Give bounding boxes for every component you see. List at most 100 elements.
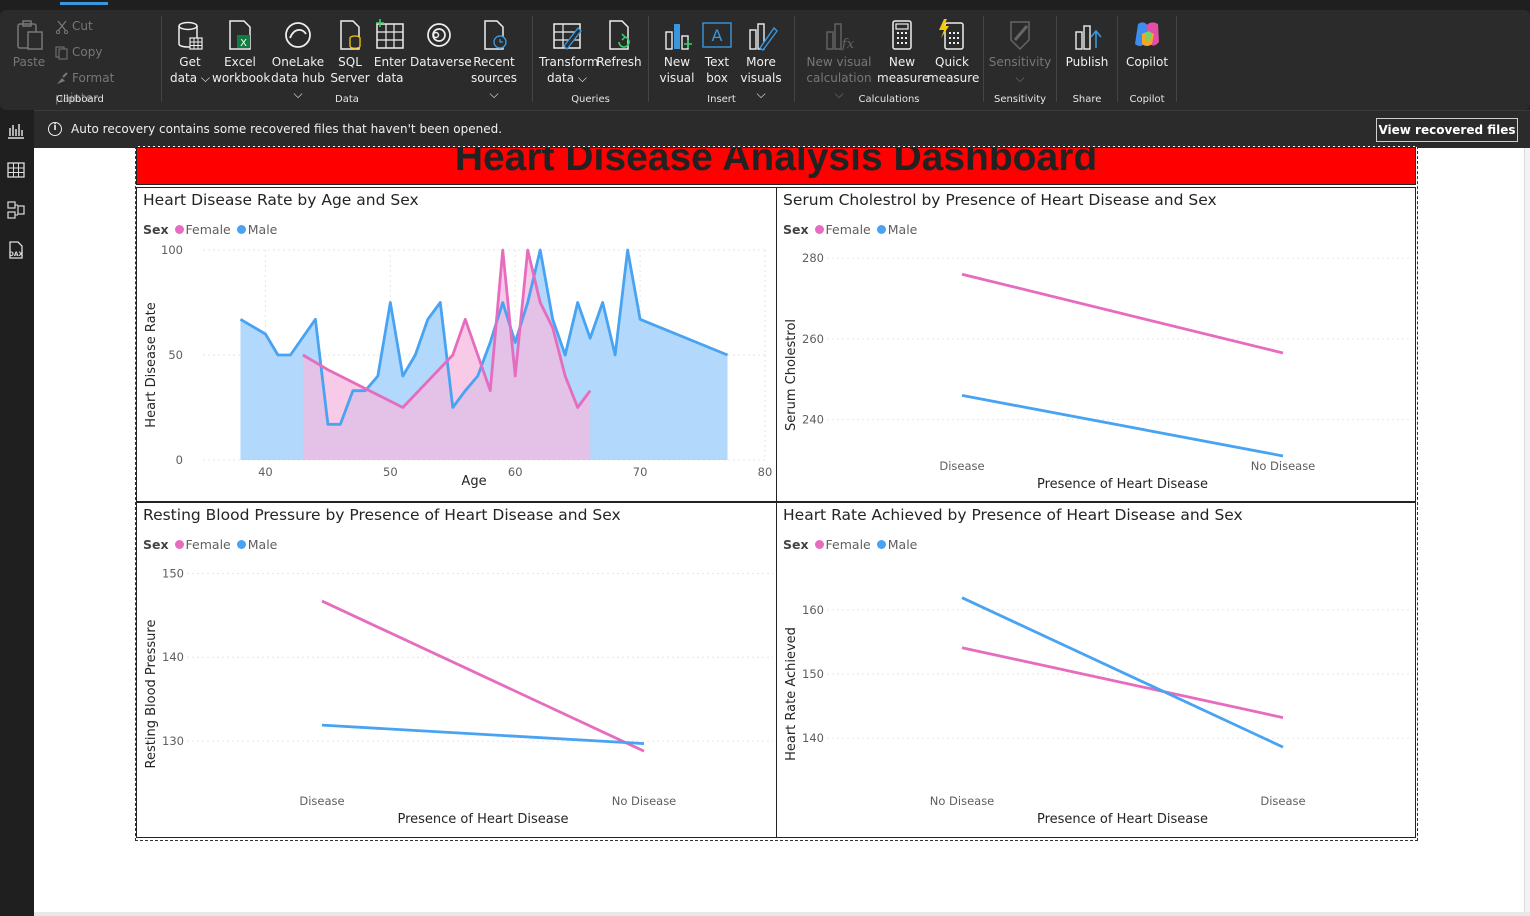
series-line-male — [961, 394, 1284, 458]
series-line-female — [321, 599, 645, 753]
more-visuals-label-1: More — [746, 55, 776, 69]
copilot-group-label: Copilot — [1129, 94, 1165, 105]
legend-dot-female — [814, 225, 824, 234]
transform-data-button[interactable]: Transform data ⌵ — [539, 18, 599, 86]
calculator-icon — [892, 20, 912, 50]
y-axis-title: Heart Rate Achieved — [784, 627, 799, 761]
y-tick-label: 140 — [802, 731, 824, 745]
legend-dot-female — [174, 225, 184, 234]
legend-item-female[interactable]: Female — [174, 537, 231, 552]
heart-rate-achieved-chart[interactable]: Heart Rate Achieved by Presence of Heart… — [776, 502, 1416, 838]
dataverse-button[interactable]: Dataverse — [410, 18, 472, 70]
x-axis-title: Presence of Heart Disease — [397, 812, 568, 827]
serum-cholesterol-chart[interactable]: Serum Cholestrol by Presence of Heart Di… — [776, 187, 1416, 502]
insert-group: New visual A Text box More visuals ⌵ Insert — [649, 10, 794, 110]
paste-icon — [17, 20, 43, 50]
page-tabs-strip — [34, 912, 1530, 916]
paste-button[interactable]: Paste — [8, 18, 50, 70]
legend-item-female[interactable]: Female — [814, 222, 871, 237]
chart-legend: Sex Female Male — [143, 222, 283, 237]
excel-workbook-button[interactable]: X Excel workbook — [212, 18, 270, 86]
calculations-group: fx New visual calculation ⌵ New measure Qu… — [795, 10, 983, 110]
more-visuals-button[interactable]: More visuals ⌵ — [737, 18, 785, 102]
y-tick-label: 0 — [176, 453, 183, 467]
resting-blood-pressure-chart[interactable]: Resting Blood Pressure by Presence of He… — [136, 502, 777, 838]
transform-data-label-2: data ⌵ — [547, 71, 587, 85]
legend-dot-male — [236, 540, 246, 549]
more-visuals-label-2: visuals ⌵ — [740, 71, 782, 101]
legend-title: Sex — [783, 222, 809, 237]
sensitivity-button[interactable]: Sensitivity ⌵ — [988, 18, 1052, 86]
new-visual-button[interactable]: New visual — [657, 18, 697, 86]
quick-measure-label-2: measure — [927, 71, 980, 85]
legend-item-female[interactable]: Female — [174, 222, 231, 237]
new-visual-calculation-button[interactable]: fx New visual calculation ⌵ — [801, 18, 877, 102]
ribbon-separator — [648, 16, 649, 102]
ribbon-separator — [1176, 16, 1177, 102]
insert-group-label: Insert — [707, 94, 736, 105]
x-tick-label: No Disease — [1251, 459, 1316, 473]
report-view-icon[interactable] — [6, 120, 26, 140]
get-data-label-1: Get — [179, 55, 201, 69]
new-visual-label-1: New — [663, 55, 691, 69]
heart-disease-rate-chart[interactable]: Heart Disease Rate by Age and Sex Sex Fem… — [136, 187, 777, 502]
series-line-male — [239, 248, 729, 426]
get-data-button[interactable]: Get data ⌵ — [168, 18, 212, 86]
svg-text:fx: fx — [841, 37, 855, 52]
onelake-label-1: OneLake — [271, 55, 325, 69]
excel-label-1: Excel — [224, 55, 256, 69]
table-view-icon[interactable] — [6, 160, 26, 180]
y-tick-label: 150 — [162, 566, 184, 580]
onelake-icon — [285, 22, 311, 48]
new-measure-button[interactable]: New measure — [877, 18, 929, 86]
share-group: Publish Share — [1057, 10, 1117, 110]
x-tick-label: 60 — [508, 465, 523, 479]
dax-query-view-icon[interactable]: DAX — [6, 240, 26, 260]
transform-data-label-1: Transform — [539, 55, 599, 69]
refresh-button[interactable]: Refresh — [595, 18, 643, 70]
chart-plot: 130 140 150 Disease No Disease Presence of He… — [144, 566, 773, 827]
series-line-male — [961, 596, 1284, 749]
legend-item-male[interactable]: Male — [236, 537, 277, 552]
x-tick-label: No Disease — [612, 794, 677, 808]
legend-item-male[interactable]: Male — [876, 222, 917, 237]
y-tick-label: 150 — [802, 667, 824, 681]
new-visual-calc-label-1: New visual — [806, 55, 872, 69]
copy-button[interactable]: Copy — [55, 42, 102, 62]
chart-legend: Sex Female Male — [783, 537, 923, 552]
text-box-label-1: Text — [704, 55, 730, 69]
legend-title: Sex — [143, 222, 169, 237]
copilot-button[interactable]: Copilot — [1122, 18, 1172, 70]
data-group: Get data ⌵ X Excel workbook OneLake data hu… — [162, 10, 532, 110]
queries-group: Transform data ⌵ Refresh Queries — [533, 10, 648, 110]
quick-measure-button[interactable]: Quick measure — [927, 18, 980, 86]
dashboard-title-banner[interactable]: Heart Disease Analysis Dashboard — [136, 147, 1416, 185]
dashboard-title: Heart Disease Analysis Dashboard — [454, 147, 1098, 179]
onelake-label-2: data hub ⌵ — [271, 71, 325, 101]
enter-data-label-1: Enter — [373, 55, 407, 69]
legend-item-male[interactable]: Male — [236, 222, 277, 237]
clipboard-group: Paste Cut Copy Format painter Clipboard — [0, 10, 160, 110]
legend-label-female: Female — [185, 537, 231, 552]
report-canvas: Heart Disease Analysis Dashboard Heart D… — [34, 146, 1530, 916]
series-line-female — [961, 646, 1284, 719]
view-recovered-files-button[interactable]: View recovered files — [1376, 118, 1518, 142]
cut-button[interactable]: Cut — [55, 16, 93, 36]
enter-data-button[interactable]: Enter data — [370, 18, 410, 86]
table-grid-icon — [376, 19, 404, 49]
legend-item-male[interactable]: Male — [876, 537, 917, 552]
model-view-icon[interactable] — [6, 200, 26, 220]
legend-dot-female — [174, 540, 184, 549]
sql-server-button[interactable]: SQL Server — [328, 18, 372, 86]
svg-text:A: A — [712, 26, 723, 45]
publish-button[interactable]: Publish — [1061, 18, 1113, 70]
text-box-button[interactable]: A Text box — [697, 18, 737, 86]
x-axis-title: Presence of Heart Disease — [1037, 812, 1208, 827]
recent-sources-button[interactable]: Recent sources ⌵ — [468, 18, 520, 102]
canvas-scroll-edge[interactable] — [1524, 148, 1530, 916]
format-painter-button[interactable]: Format painter — [55, 68, 160, 105]
onelake-data-hub-button[interactable]: OneLake data hub ⌵ — [268, 18, 328, 102]
legend-item-female[interactable]: Female — [814, 537, 871, 552]
x-tick-label: Disease — [939, 459, 984, 473]
y-tick-label: 100 — [161, 243, 183, 257]
